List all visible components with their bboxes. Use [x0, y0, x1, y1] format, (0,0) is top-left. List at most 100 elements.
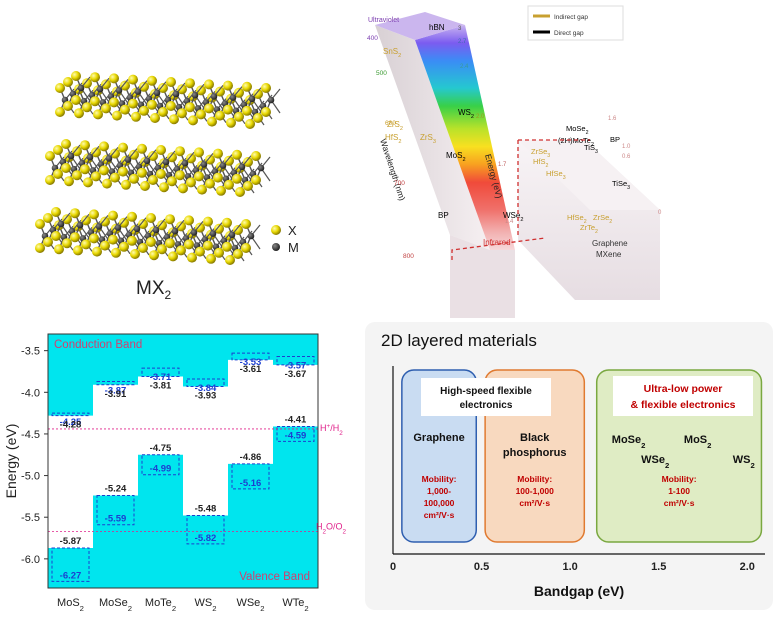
- y-tick-label: -6.0: [21, 554, 40, 566]
- x-atom: [233, 249, 243, 259]
- cb-hse-box: [231, 352, 270, 361]
- h2o-label: H2O/O2: [316, 521, 347, 535]
- m-legend-icon: [272, 243, 280, 251]
- wavelength-axis-label: Wavelength (nm): [378, 138, 407, 203]
- x-atom: [119, 241, 129, 252]
- x-atom: [71, 95, 81, 105]
- x-atom: [178, 183, 188, 194]
- wavelength-tick: 700: [394, 180, 405, 187]
- x-atom: [165, 238, 175, 249]
- m-atom: [219, 162, 227, 169]
- tmd-label: WS2: [733, 454, 755, 470]
- x-atom: [63, 101, 73, 111]
- vb-hse-box: [186, 515, 225, 545]
- x-atom: [118, 142, 128, 153]
- energy-tick: 0: [658, 210, 662, 216]
- x-atom: [194, 171, 204, 182]
- vb-hse-value: -4.99: [150, 464, 172, 475]
- x-tick-label: 0.5: [474, 561, 489, 573]
- column-face: [415, 25, 515, 250]
- material-label: HfSe2: [567, 213, 587, 225]
- x-atom: [121, 179, 131, 190]
- x-atom: [72, 170, 82, 181]
- x-atom: [187, 252, 197, 263]
- x-tick-label: 0: [390, 561, 396, 573]
- m-atom: [200, 161, 208, 168]
- m-atom: [191, 91, 199, 99]
- x-atom: [176, 221, 186, 232]
- x-category-label: MoTe2: [145, 597, 176, 613]
- x-atom: [137, 167, 147, 178]
- x-atom: [139, 81, 149, 92]
- m-atom: [57, 220, 65, 228]
- m-atom: [257, 164, 265, 172]
- x-atom: [91, 147, 101, 158]
- callout-box: [421, 378, 551, 416]
- x-atom: [108, 234, 118, 245]
- x-atom: [120, 104, 130, 115]
- x-atom: [195, 222, 205, 233]
- x-atom: [129, 149, 139, 160]
- x-atom: [158, 83, 168, 93]
- m-atom: [133, 225, 141, 233]
- materials-bandgap-panel: 2D layered materials 0 0.5 1.0 1.5 2.0 Bandgap…: [365, 322, 773, 610]
- cb-hse-box: [276, 355, 315, 366]
- callout-text: Ultra-low power: [644, 383, 723, 395]
- x-atom: [55, 107, 65, 117]
- energy-tick-right: 0.6: [622, 154, 631, 160]
- vb-value: -5.87: [60, 536, 82, 547]
- y-tick-label: -3.5: [21, 346, 40, 358]
- x-atom: [102, 178, 112, 189]
- x-atom: [89, 209, 99, 220]
- graphene-name: Graphene: [413, 432, 464, 444]
- band-edge-chart: H+/H2 H2O/O2 -3.5 -4.0 -4.5 -5.0 -5.5 -6.0 Energ…: [3, 333, 347, 613]
- x-atom: [51, 231, 61, 241]
- energy-tick: 2.0: [476, 114, 485, 120]
- x-atom: [73, 245, 83, 256]
- cb-value: -3.67: [285, 369, 307, 380]
- x-atom: [177, 84, 187, 95]
- x-atom: [261, 107, 271, 117]
- x-atom: [243, 157, 253, 167]
- x-atom: [148, 175, 158, 185]
- x-atom: [140, 181, 150, 191]
- y-tick-label: -5.5: [21, 512, 40, 524]
- material-label: TiS3: [584, 143, 598, 155]
- conduction-band-label: Conduction Band: [54, 339, 142, 351]
- x-atom: [99, 141, 109, 152]
- x-category-label: WS2: [194, 597, 216, 613]
- x-atom: [43, 237, 53, 247]
- x-category-label: MoS2: [57, 597, 84, 613]
- m-atom: [209, 230, 217, 237]
- x-atom: [234, 111, 244, 122]
- mobility-value: 100,000: [424, 498, 455, 508]
- m-atom: [171, 227, 179, 235]
- valence-band-fill: [48, 426, 318, 588]
- x-atom: [225, 255, 235, 265]
- material-label: ZrTe2: [580, 223, 598, 235]
- m-atom: [134, 88, 142, 95]
- x-atom: [223, 104, 233, 115]
- x-atom: [204, 79, 214, 90]
- wavelength-tick: 500: [376, 70, 387, 77]
- x-atom: [72, 146, 82, 157]
- legend-box: [527, 5, 624, 41]
- material-label: MoSe2: [566, 124, 589, 136]
- x-atom: [109, 73, 119, 84]
- y-axis-label: Energy (eV): [3, 424, 19, 499]
- material-label: WS2: [458, 108, 474, 120]
- x-atom: [127, 211, 137, 222]
- gap-legend: Indirect gap Direct gap: [527, 5, 624, 41]
- x-atom: [101, 79, 111, 90]
- x-atom: [64, 176, 74, 187]
- x-atom: [253, 89, 263, 99]
- x-atom: [188, 115, 198, 126]
- x-atom: [253, 113, 263, 123]
- wavelength-tick: 400: [367, 35, 378, 42]
- vb-hse-value: -5.59: [105, 514, 127, 525]
- y-tick-label: -4.5: [21, 429, 40, 441]
- x-atom: [51, 207, 61, 217]
- cb-hse-value: -3.87: [105, 385, 127, 396]
- x-atom: [224, 155, 234, 166]
- x-atom: [224, 179, 234, 190]
